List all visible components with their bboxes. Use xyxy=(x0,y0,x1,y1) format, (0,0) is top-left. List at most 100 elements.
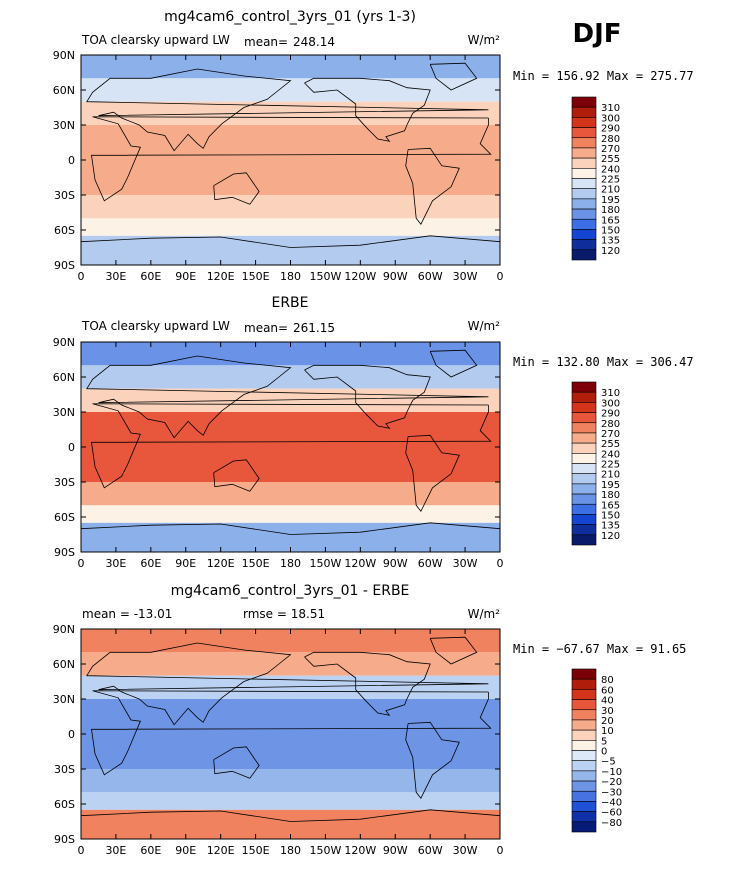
latitude-band xyxy=(81,652,500,676)
map-plot: 0 30E 60E 90E 120E 150E 180 150W 120W 90W 60W 30W 09… xyxy=(53,623,504,857)
coastline xyxy=(91,403,492,489)
x-tick-label: 180 xyxy=(280,844,301,857)
latitude-band xyxy=(81,699,500,769)
x-tick-label: 120E xyxy=(207,557,235,570)
colorbar-label: 290 xyxy=(601,124,620,135)
colorbar-box xyxy=(571,760,597,772)
colorbar-label: 280 xyxy=(601,134,620,145)
mean-label: mean= xyxy=(244,35,288,49)
coastline xyxy=(80,235,501,248)
colorbar-box xyxy=(571,127,597,139)
colorbar-box xyxy=(571,801,597,812)
colorbar-label: −30 xyxy=(601,787,622,798)
coastline xyxy=(80,522,501,535)
colorbar-label: 255 xyxy=(601,439,620,450)
colorbar-box xyxy=(571,780,597,792)
panel-title: ERBE xyxy=(271,295,308,311)
y-tick-label: 90N xyxy=(53,49,75,62)
panel-1: mg4cam6_control_3yrs_01 (yrs 1-3) TOA cl… xyxy=(53,9,694,283)
latitude-band xyxy=(81,675,500,699)
x-tick-label: 120W xyxy=(344,270,376,283)
y-tick-label: 0 xyxy=(68,441,75,454)
colorbar-label: −40 xyxy=(601,797,622,808)
coastline xyxy=(86,642,489,726)
x-tick-label: 150E xyxy=(242,557,270,570)
x-tick-label: 60W xyxy=(418,844,443,857)
colorbar-label: 80 xyxy=(601,675,614,686)
latitude-band xyxy=(81,125,500,195)
x-tick-label: 30E xyxy=(105,557,126,570)
coastline xyxy=(429,349,478,378)
colorbar-box xyxy=(571,750,597,761)
units-label: W/m² xyxy=(468,607,501,621)
colorbar-label: 290 xyxy=(601,409,620,420)
coastline xyxy=(429,62,478,91)
y-tick-label: 90N xyxy=(53,623,75,636)
colorbar-label: 310 xyxy=(601,388,620,399)
colorbar-label: 210 xyxy=(601,185,620,196)
panel-title: mg4cam6_control_3yrs_01 - ERBE xyxy=(171,583,410,599)
x-tick-label: 120E xyxy=(207,844,235,857)
colorbar-box xyxy=(571,106,597,118)
colorbar-box xyxy=(571,198,597,210)
y-tick-label: 90S xyxy=(54,546,75,559)
colorbar-label: 135 xyxy=(601,236,620,247)
y-tick-label: 60N xyxy=(53,371,75,384)
mean-value: 261.15 xyxy=(293,321,335,335)
coastline xyxy=(405,721,460,799)
y-tick-label: 30S xyxy=(54,476,75,489)
coastline xyxy=(304,364,431,429)
x-tick-label: 150W xyxy=(309,557,341,570)
colorbar-label: 280 xyxy=(601,419,620,430)
colorbar-box xyxy=(571,453,597,464)
latitude-band xyxy=(81,412,500,482)
colorbar-label: 20 xyxy=(601,716,614,727)
latitude-band xyxy=(81,388,500,412)
y-tick-label: 0 xyxy=(68,154,75,167)
colorbar-label: 240 xyxy=(601,449,620,460)
latitude-band xyxy=(81,342,500,366)
x-tick-label: 60E xyxy=(140,557,161,570)
colorbar-box xyxy=(571,473,597,485)
x-tick-label: 60W xyxy=(418,557,443,570)
colorbar-box xyxy=(571,391,597,403)
colorbar-label: 255 xyxy=(601,154,620,165)
x-tick-label: 30W xyxy=(453,844,478,857)
panel-2: ERBE TOA clearsky upward LW mean= 261.15… xyxy=(53,295,694,570)
colorbar-box xyxy=(571,402,597,413)
latitude-band xyxy=(81,769,500,793)
latitude-band xyxy=(81,505,500,523)
x-tick-label: 0 xyxy=(497,557,504,570)
x-tick-label: 180 xyxy=(280,270,301,283)
map-plot: 0 30E 60E 90E 120E 150E 180 150W 120W 90W 60W 30W 09… xyxy=(53,49,504,283)
colorbar-label: 120 xyxy=(601,531,620,542)
colorbar-label: 60 xyxy=(601,685,614,696)
colorbar-label: −20 xyxy=(601,777,622,788)
y-tick-label: 60N xyxy=(53,658,75,671)
colorbar-box xyxy=(571,729,597,741)
colorbar-box xyxy=(571,157,597,169)
colorbar-label: 195 xyxy=(601,195,620,206)
coastline xyxy=(213,746,260,779)
y-tick-label: 30N xyxy=(53,406,75,419)
colorbar-box xyxy=(571,168,597,179)
colorbar-label: 310 xyxy=(601,103,620,114)
coastline xyxy=(91,116,492,202)
x-tick-label: 150W xyxy=(309,844,341,857)
x-tick-label: 60E xyxy=(140,844,161,857)
colorbar-box xyxy=(571,709,597,721)
y-tick-label: 0 xyxy=(68,728,75,741)
colorbar-label: 165 xyxy=(601,215,620,226)
colorbar-box xyxy=(571,514,597,525)
colorbar-box xyxy=(571,432,597,444)
colorbar-label: 150 xyxy=(601,225,620,236)
colorbar-box xyxy=(571,249,597,261)
coastline xyxy=(429,636,478,665)
colorbar-box xyxy=(571,689,597,700)
x-tick-label: 0 xyxy=(78,270,85,283)
colorbar-box xyxy=(571,422,597,434)
coastline xyxy=(213,459,260,492)
y-tick-label: 60N xyxy=(53,84,75,97)
x-tick-label: 90E xyxy=(175,270,196,283)
colorbar-label: 120 xyxy=(601,246,620,257)
